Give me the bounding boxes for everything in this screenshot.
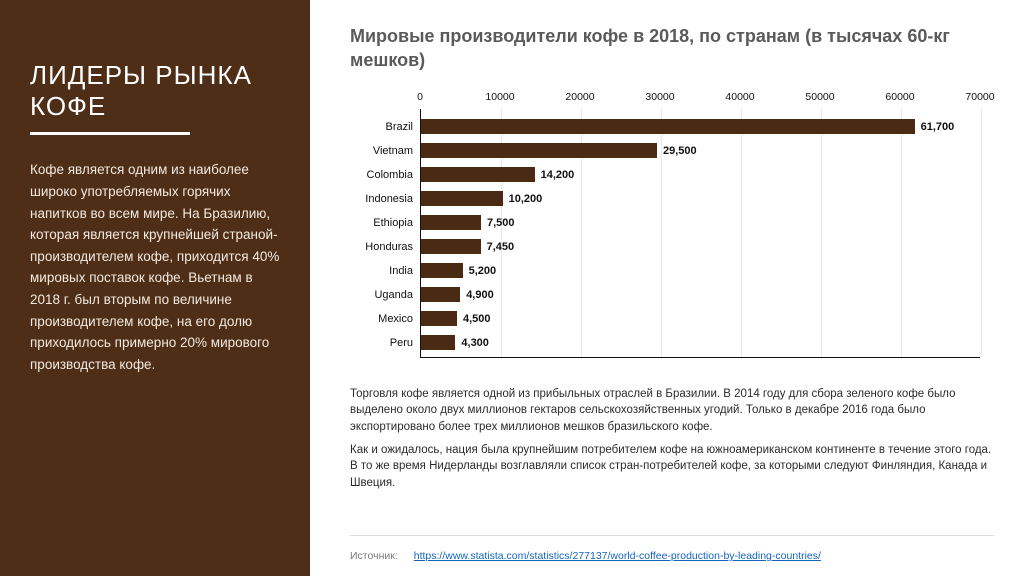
chart-row: Mexico4,500: [421, 307, 980, 331]
description-p2: Как и ожидалось, нация была крупнейшим п…: [350, 442, 994, 492]
chart-category-label: Brazil: [343, 121, 413, 133]
source-label: Источник:: [350, 550, 398, 562]
chart-category-label: Mexico: [343, 313, 413, 325]
chart-xtick: 0: [417, 91, 423, 103]
source-divider: [350, 535, 994, 536]
chart-category-label: India: [343, 265, 413, 277]
chart-value-label: 4,300: [461, 337, 489, 349]
chart-bar: [421, 191, 503, 206]
chart-value-label: 4,500: [463, 313, 491, 325]
chart-gridline: [981, 109, 982, 357]
chart-bar: [421, 119, 915, 134]
chart-category-label: Honduras: [343, 241, 413, 253]
chart-xtick: 20000: [565, 91, 594, 103]
chart-bar: [421, 239, 481, 254]
chart-row: Ethiopia7,500: [421, 211, 980, 235]
chart: 0 10000 20000 30000 40000 50000 60000 70000 Bra…: [350, 91, 994, 358]
source-row: Источник: https://www.statista.com/stati…: [350, 550, 994, 562]
description-p1: Торговля кофе является одной из прибыльн…: [350, 386, 994, 436]
chart-value-label: 7,450: [487, 241, 515, 253]
chart-bar: [421, 215, 481, 230]
chart-category-label: Colombia: [343, 169, 413, 181]
chart-plot-area: Brazil61,700Vietnam29,500Colombia14,200I…: [420, 109, 980, 358]
sidebar: ЛИДЕРЫ РЫНКА КОФЕ Кофе является одним из…: [0, 0, 310, 576]
chart-xtick: 70000: [965, 91, 994, 103]
chart-row: Uganda4,900: [421, 283, 980, 307]
chart-bar: [421, 167, 535, 182]
chart-row: Honduras7,450: [421, 235, 980, 259]
chart-x-axis: 010000200003000040000500006000070000: [420, 91, 980, 109]
chart-value-label: 10,200: [509, 193, 543, 205]
chart-row: Peru4,300: [421, 331, 980, 355]
chart-bar: [421, 263, 463, 278]
chart-category-label: Vietnam: [343, 145, 413, 157]
chart-category-label: Peru: [343, 337, 413, 349]
chart-title: Мировые производители кофе в 2018, по ст…: [350, 24, 994, 73]
chart-value-label: 61,700: [921, 121, 955, 133]
chart-value-label: 29,500: [663, 145, 697, 157]
chart-value-label: 4,900: [466, 289, 494, 301]
chart-xtick: 50000: [805, 91, 834, 103]
main: Мировые производители кофе в 2018, по ст…: [310, 0, 1024, 576]
chart-category-label: Uganda: [343, 289, 413, 301]
description-text: Торговля кофе является одной из прибыльн…: [350, 386, 994, 492]
chart-row: India5,200: [421, 259, 980, 283]
chart-row: Vietnam29,500: [421, 139, 980, 163]
chart-row: Colombia14,200: [421, 163, 980, 187]
chart-category-label: Indonesia: [343, 193, 413, 205]
sidebar-body: Кофе является одним из наиболее широко у…: [30, 159, 280, 375]
slide: ЛИДЕРЫ РЫНКА КОФЕ Кофе является одним из…: [0, 0, 1024, 576]
chart-category-label: Ethiopia: [343, 217, 413, 229]
chart-bar: [421, 311, 457, 326]
chart-value-label: 5,200: [469, 265, 497, 277]
chart-xtick: 10000: [485, 91, 514, 103]
chart-value-label: 7,500: [487, 217, 515, 229]
chart-bar: [421, 143, 657, 158]
chart-value-label: 14,200: [541, 169, 575, 181]
sidebar-heading: ЛИДЕРЫ РЫНКА КОФЕ: [30, 60, 280, 122]
chart-bars: Brazil61,700Vietnam29,500Colombia14,200I…: [421, 115, 980, 355]
chart-xtick: 40000: [725, 91, 754, 103]
sidebar-rule: [30, 132, 190, 135]
chart-xtick: 60000: [885, 91, 914, 103]
source-link[interactable]: https://www.statista.com/statistics/2771…: [414, 550, 821, 562]
chart-row: Brazil61,700: [421, 115, 980, 139]
chart-bar: [421, 335, 455, 350]
chart-bar: [421, 287, 460, 302]
chart-xtick: 30000: [645, 91, 674, 103]
chart-row: Indonesia10,200: [421, 187, 980, 211]
